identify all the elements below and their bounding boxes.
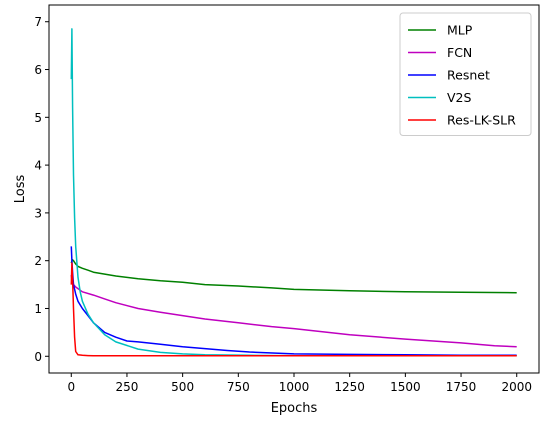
y-axis: 0 1 2 3 4 5 6 7 bbox=[34, 15, 49, 364]
x-tick-label: 0 bbox=[67, 380, 75, 394]
x-tick-label: 1750 bbox=[446, 380, 477, 394]
y-tick-label: 6 bbox=[34, 63, 42, 77]
y-tick-label: 1 bbox=[34, 302, 42, 316]
x-tick-label: 1250 bbox=[334, 380, 365, 394]
series-line-1 bbox=[70, 274, 517, 348]
series-line-4 bbox=[70, 262, 517, 357]
x-tick-label: 250 bbox=[116, 380, 139, 394]
x-tick-label: 750 bbox=[227, 380, 250, 394]
x-axis-label: Epochs bbox=[271, 401, 318, 416]
legend-label: MLP bbox=[447, 23, 473, 38]
legend-label: Res-LK-SLR bbox=[447, 113, 516, 128]
series-line-2 bbox=[70, 246, 517, 357]
series-line-0 bbox=[70, 258, 517, 294]
legend-box bbox=[399, 12, 532, 136]
y-axis-label: Loss bbox=[13, 175, 28, 204]
legend-label: FCN bbox=[447, 45, 472, 60]
y-tick-label: 4 bbox=[34, 159, 42, 173]
y-tick-label: 3 bbox=[34, 206, 42, 220]
x-tick-label: 1500 bbox=[390, 380, 421, 394]
x-tick-label: 500 bbox=[171, 380, 194, 394]
x-tick-label: 2000 bbox=[501, 380, 532, 394]
y-tick-label: 5 bbox=[34, 111, 42, 125]
y-tick-label: 7 bbox=[34, 15, 42, 29]
y-tick-label: 0 bbox=[34, 350, 42, 364]
legend-label: Resnet bbox=[447, 68, 490, 83]
legend: MLP FCN Resnet V2S Res-LK-SLR bbox=[399, 12, 532, 136]
x-axis: 0 250 500 750 1000 1250 1500 1750 2000 bbox=[67, 373, 532, 394]
plot-area bbox=[70, 28, 517, 357]
legend-label: V2S bbox=[447, 90, 472, 105]
x-tick-label: 1000 bbox=[279, 380, 310, 394]
y-tick-label: 2 bbox=[34, 254, 42, 268]
